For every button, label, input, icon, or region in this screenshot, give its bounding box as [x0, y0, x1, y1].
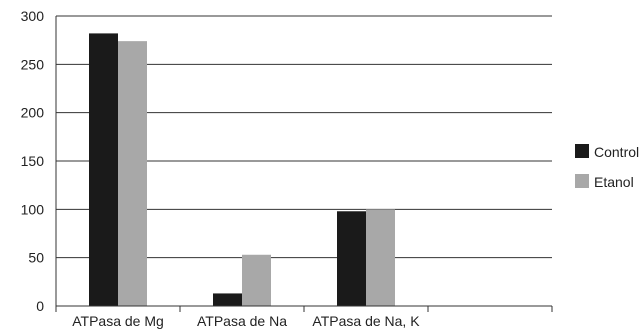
x-tick-label: ATPasa de Mg — [72, 313, 164, 329]
x-tick-label: ATPasa de Na — [197, 313, 287, 329]
x-tick-labels: ATPasa de Mg ATPasa de Na ATPasa de Na, K — [72, 313, 420, 329]
bar-control-1 — [89, 33, 118, 307]
y-tick-label: 0 — [36, 298, 44, 314]
legend: Control Etanol — [575, 144, 639, 190]
y-tick-labels: 0 50 100 150 200 250 300 — [21, 8, 45, 314]
y-tick-label: 50 — [28, 250, 44, 266]
legend-swatch-control — [575, 144, 589, 158]
bar-etanol-1 — [118, 41, 147, 307]
y-tick-label: 200 — [21, 105, 45, 121]
bar-control-3 — [337, 211, 366, 306]
bars — [89, 33, 395, 307]
y-tick-label: 300 — [21, 8, 45, 24]
legend-label-etanol: Etanol — [594, 174, 634, 190]
y-tick-label: 250 — [21, 56, 45, 72]
bar-control-2 — [213, 293, 242, 306]
y-tick-label: 150 — [21, 153, 45, 169]
bar-etanol-2 — [242, 254, 271, 306]
legend-label-control: Control — [594, 144, 639, 160]
bar-etanol-3 — [366, 209, 395, 306]
legend-swatch-etanol — [575, 174, 589, 188]
axes — [55, 16, 553, 312]
y-tick-label: 100 — [21, 201, 45, 217]
x-tick-label: ATPasa de Na, K — [312, 313, 420, 329]
